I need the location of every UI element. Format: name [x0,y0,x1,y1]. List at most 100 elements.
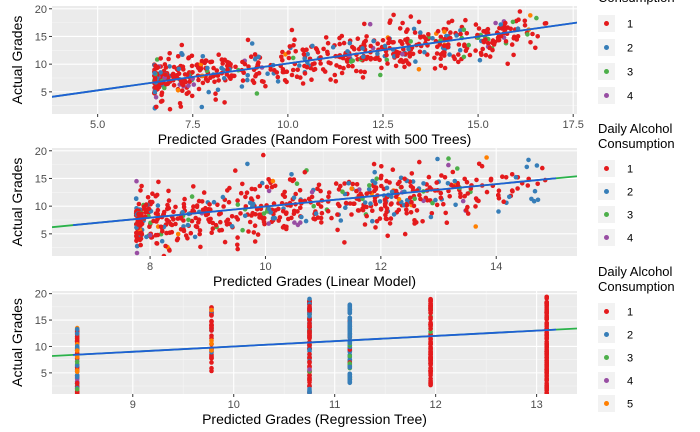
data-point [544,355,549,361]
data-point [146,206,152,211]
data-point [438,34,444,40]
data-point [239,84,245,89]
fit-line-blue [52,21,577,98]
data-point [242,61,248,67]
data-point [430,200,435,206]
data-point [364,204,369,210]
data-point [409,171,415,176]
data-point [428,368,433,373]
data-point [280,49,285,55]
data-point [168,221,174,227]
data-point [417,192,422,198]
x-tick-label: 9 [130,399,136,411]
data-point [179,51,184,56]
data-point [372,188,377,194]
data-point [326,194,331,200]
data-point [455,166,460,171]
data-point [462,193,468,199]
data-point [452,178,458,184]
data-point [442,50,447,55]
data-point [307,317,312,322]
data-point [343,200,349,206]
data-point [302,56,308,61]
data-point [291,43,296,48]
legend-key-dot [604,189,609,194]
data-point [406,62,412,67]
legend-label: 3 [627,210,633,222]
data-point [208,59,213,65]
major-gridlines [52,291,577,394]
data-point [167,51,172,56]
data-point [428,349,433,355]
data-point [166,188,171,194]
data-point [345,59,350,64]
data-point [275,79,281,84]
data-point [276,218,282,223]
data-point [171,209,176,215]
data-point [235,198,240,203]
data-point [368,201,373,206]
data-point [261,219,267,225]
data-point [286,216,291,222]
data-point [284,224,289,230]
data-point [196,77,201,83]
data-point [417,49,423,55]
data-point [428,344,433,350]
data-point [307,383,312,388]
data-point [509,42,515,47]
legend-title: Daily Alcohol [598,264,673,279]
x-tick-label: 13 [530,399,542,411]
data-point [209,307,214,313]
data-point [154,241,159,246]
data-point [451,54,456,59]
data-point [355,36,361,41]
data-point [544,370,549,376]
legend-title: Consumption [598,279,675,294]
data-point [397,26,403,31]
data-point [349,212,354,217]
data-point [428,326,433,332]
data-point [360,75,366,80]
data-point [384,206,390,211]
data-point [414,208,420,213]
data-point [264,184,270,190]
data-point [485,40,491,46]
data-point [181,204,187,210]
data-point [74,363,80,368]
data-point [311,203,317,209]
data-point [374,176,380,181]
data-point [465,211,471,216]
data-point [435,156,440,162]
data-point [289,172,294,177]
data-point [435,44,440,50]
legend-title: Daily Alcohol [598,121,673,136]
data-point [190,70,195,75]
data-point [200,207,206,213]
data-point [134,233,139,239]
data-point [463,17,468,23]
data-point [238,190,244,196]
data-point [500,174,505,179]
data-point [304,64,310,70]
data-point [245,73,250,78]
data-point [152,71,157,76]
data-point [187,79,192,84]
x-tick-label: 7.5 [185,119,200,131]
data-point [350,181,356,187]
data-point [413,59,418,64]
data-point [302,71,308,76]
data-point [411,203,417,209]
data-point [363,38,369,44]
data-point [433,197,438,203]
data-point [136,211,141,217]
data-point [525,183,531,188]
data-point [461,54,467,60]
data-point [385,61,390,66]
data-point [333,79,339,84]
data-point [194,203,200,208]
data-point [438,190,444,196]
data-point [298,205,303,211]
data-point [138,242,143,248]
data-point [373,225,378,230]
data-point [74,386,80,392]
